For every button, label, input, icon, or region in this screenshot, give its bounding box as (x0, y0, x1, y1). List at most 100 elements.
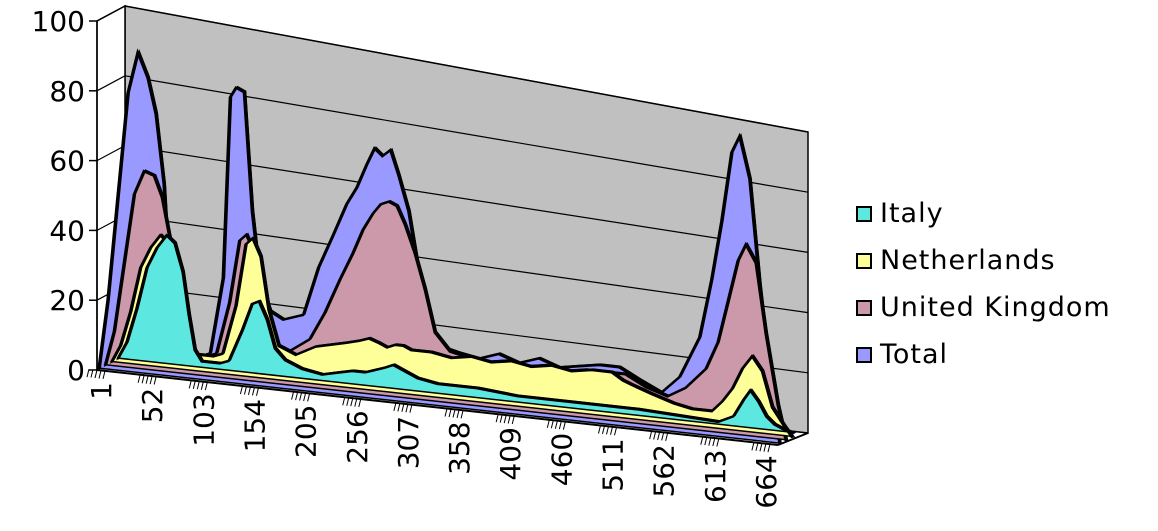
x-tick-mark (511, 415, 515, 425)
legend-label-united-kingdom: United Kingdom (880, 292, 1111, 323)
x-tick-mark (503, 414, 507, 424)
y-tick-label: 40 (49, 214, 85, 247)
legend-item-italy: Italy (856, 190, 1111, 237)
x-tick-mark (610, 426, 613, 435)
x-tick-mark (649, 430, 653, 440)
x-tick-mark (558, 421, 562, 430)
x-tick-mark (90, 369, 94, 378)
x-tick-mark (102, 370, 106, 380)
x-tick-mark (597, 425, 601, 434)
series-edge (116, 233, 794, 435)
y-tick-label: 100 (32, 5, 85, 38)
x-tick-mark (303, 392, 307, 402)
x-tick-mark (712, 437, 716, 447)
x-tick-mark (239, 385, 243, 395)
x-tick-label: 52 (136, 388, 169, 424)
x-tick-label: 562 (648, 444, 681, 497)
x-tick-mark (700, 436, 704, 445)
x-tick-mark (550, 420, 554, 429)
x-tick-label: 409 (494, 427, 527, 480)
x-tick-mark (196, 381, 200, 390)
x-tick-mark (247, 386, 251, 396)
x-tick-label: 1 (85, 382, 118, 400)
x-tick-mark (460, 410, 464, 419)
x-tick-label: 664 (750, 455, 783, 508)
legend-label-total: Total (880, 339, 949, 370)
x-tick-label: 205 (290, 404, 323, 457)
x-tick-mark (456, 409, 460, 418)
x-tick-mark (708, 437, 712, 446)
x-tick-mark (86, 368, 90, 378)
x-tick-mark (448, 408, 452, 418)
x-tick-label: 103 (187, 393, 220, 446)
x-tick-mark (499, 414, 503, 423)
x-tick-mark (149, 375, 153, 385)
x-axis-line (96, 369, 779, 446)
x-tick-mark (200, 381, 204, 390)
x-tick-mark (495, 414, 499, 423)
x-tick-label: 256 (341, 410, 374, 463)
x-tick-mark (606, 426, 609, 435)
x-tick-mark (94, 369, 98, 379)
x-tick-label: 511 (597, 438, 630, 491)
y-tick-label: 80 (49, 75, 85, 108)
gridline-side (96, 5, 126, 22)
legend-swatch-united-kingdom (856, 299, 872, 316)
gridline-side (96, 145, 126, 162)
x-tick-mark (755, 442, 759, 451)
y-tick-label: 0 (67, 354, 85, 387)
x-tick-mark (153, 376, 157, 385)
x-tick-mark (204, 382, 208, 391)
x-tick-mark (665, 432, 669, 441)
legend-label-netherlands: Netherlands (880, 245, 1056, 276)
x-tick-mark (291, 391, 295, 400)
legend-swatch-italy (856, 205, 872, 222)
x-tick-mark (546, 419, 550, 428)
x-tick-mark (358, 398, 362, 408)
gridline-side (96, 75, 126, 92)
legend-item-netherlands: Netherlands (856, 237, 1111, 284)
x-tick-mark (342, 397, 346, 406)
x-tick-mark (767, 443, 771, 453)
x-tick-mark (401, 403, 405, 412)
x-tick-mark (444, 408, 448, 417)
x-tick-mark (657, 431, 661, 441)
x-tick-mark (661, 432, 665, 441)
x-tick-mark (409, 404, 413, 413)
x-tick-mark (141, 375, 145, 384)
x-tick-label: 613 (699, 450, 732, 503)
x-tick-mark (354, 398, 358, 407)
legend-swatch-netherlands (856, 252, 872, 269)
x-tick-mark (452, 409, 456, 418)
axes: 0 20 40 60 80 100 1 52 103 154 205 256 307 358 409 460 5… (32, 5, 809, 509)
x-tick-label: 358 (443, 421, 476, 474)
legend-swatch-total (856, 346, 872, 363)
x-tick-label: 307 (392, 416, 425, 469)
x-tick-mark (751, 442, 755, 451)
x-tick-mark (188, 380, 192, 389)
x-tick-mark (145, 375, 149, 384)
gridline (124, 5, 809, 133)
x-tick-mark (704, 437, 708, 446)
x-tick-mark (350, 398, 354, 407)
x-tick-mark (405, 404, 409, 413)
x-tick-mark (393, 402, 397, 412)
x-tick-mark (653, 431, 657, 440)
legend-item-united-kingdom: United Kingdom (856, 284, 1111, 331)
legend: Italy Netherlands United Kingdom Total (856, 190, 1111, 378)
x-tick-mark (137, 374, 141, 383)
x-tick-mark (763, 443, 767, 452)
x-tick-mark (507, 415, 511, 424)
x-tick-label: 460 (545, 433, 578, 486)
x-tick-mark (243, 386, 247, 395)
x-tick-mark (255, 387, 259, 396)
x-tick-mark (192, 380, 196, 389)
x-tick-mark (562, 421, 566, 430)
x-tick-mark (295, 391, 299, 401)
x-tick-mark (397, 403, 401, 412)
x-tick-mark (554, 420, 558, 429)
x-tick-mark (251, 387, 255, 396)
x-tick-mark (759, 443, 763, 452)
